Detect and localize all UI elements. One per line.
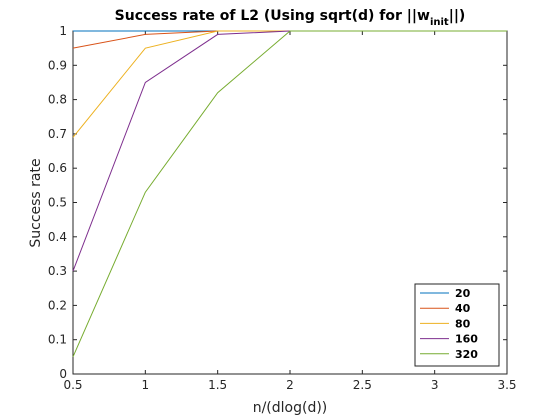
legend-label-20: 20 — [455, 287, 471, 300]
legend-box — [414, 283, 500, 367]
y-tick-label: 0.8 — [48, 93, 67, 107]
x-tick-label: 1 — [142, 378, 150, 392]
x-tick-label: 1.5 — [208, 378, 227, 392]
chart-title-end: ||) — [449, 8, 466, 24]
x-tick-label: 3.5 — [497, 378, 516, 392]
legend-label-40: 40 — [455, 302, 471, 315]
chart-title: Success rate of L2 (Using sqrt(d) for ||… — [115, 8, 466, 28]
y-tick-label: 0.9 — [48, 58, 67, 72]
y-axis-label: Success rate — [28, 158, 44, 247]
x-tick-label: 3 — [431, 378, 439, 392]
series-line-320 — [72, 30, 507, 358]
legend: 20 40 80 160 320 — [414, 283, 500, 367]
x-tick-label: 2 — [286, 378, 294, 392]
legend-label-320: 320 — [455, 348, 478, 361]
x-tick-label: 2.5 — [353, 378, 372, 392]
chart-title-subscript: init — [430, 17, 449, 28]
y-tick-label: 0.7 — [48, 127, 67, 141]
y-tick-label: 0.4 — [48, 230, 67, 244]
y-tick-label: 1 — [59, 24, 67, 38]
x-tick-label: 0.5 — [63, 378, 82, 392]
x-axis-label: n/(dlog(d)) — [253, 400, 328, 416]
y-tick-label: 0.3 — [48, 264, 67, 278]
legend-label-80: 80 — [455, 317, 471, 330]
y-tick-label: 0.5 — [48, 196, 67, 210]
legend-label-160: 160 — [455, 333, 478, 346]
plot-area: 0.5 1 1.5 2 2.5 3 3.5 0 0.1 0.2 0.3 0.4 0.5 0.6 0.7 0.8… — [48, 24, 517, 392]
y-tick-label: 0.2 — [48, 298, 67, 312]
y-tick-label: 0 — [59, 367, 67, 381]
y-tick-label: 0.1 — [48, 333, 67, 347]
chart-title-main: Success rate of L2 (Using sqrt(d) for ||… — [115, 8, 430, 24]
y-tick-label: 0.6 — [48, 161, 67, 175]
